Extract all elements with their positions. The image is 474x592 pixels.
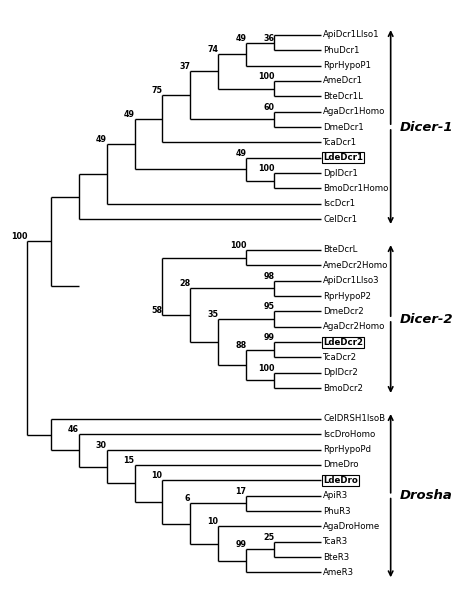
Text: DmeDro: DmeDro <box>323 461 359 469</box>
Text: 10: 10 <box>152 471 163 480</box>
Text: 36: 36 <box>263 34 274 43</box>
Text: PhuDcr1: PhuDcr1 <box>323 46 360 54</box>
Text: BteDcr1L: BteDcr1L <box>323 92 363 101</box>
Text: 6: 6 <box>185 494 191 503</box>
Text: Dicer-2: Dicer-2 <box>400 313 454 326</box>
Text: 74: 74 <box>207 45 219 54</box>
Text: 99: 99 <box>235 540 246 549</box>
Text: 30: 30 <box>96 440 107 449</box>
Text: IscDroHomo: IscDroHomo <box>323 430 375 439</box>
Text: DplDcr2: DplDcr2 <box>323 368 358 377</box>
Text: AmeR3: AmeR3 <box>323 568 354 577</box>
Text: DmeDcr2: DmeDcr2 <box>323 307 364 316</box>
Text: DmeDcr1: DmeDcr1 <box>323 123 364 131</box>
Text: 100: 100 <box>258 72 274 81</box>
Text: BteR3: BteR3 <box>323 552 349 562</box>
Text: 17: 17 <box>235 487 246 496</box>
Text: 100: 100 <box>230 241 246 250</box>
Text: AgaDcr2Homo: AgaDcr2Homo <box>323 322 385 331</box>
Text: ApiDcr1LIso1: ApiDcr1LIso1 <box>323 30 380 40</box>
Text: AgaDcr1Homo: AgaDcr1Homo <box>323 107 385 116</box>
Text: AgaDroHome: AgaDroHome <box>323 522 381 531</box>
Text: 99: 99 <box>263 333 274 342</box>
Text: AmeDcr1: AmeDcr1 <box>323 76 363 85</box>
Text: 88: 88 <box>235 341 246 350</box>
Text: 100: 100 <box>258 364 274 373</box>
Text: RprHypoP2: RprHypoP2 <box>323 291 371 301</box>
Text: 10: 10 <box>207 517 219 526</box>
Text: 100: 100 <box>11 233 27 242</box>
Text: 58: 58 <box>151 306 163 315</box>
Text: RprHypoP1: RprHypoP1 <box>323 61 371 70</box>
Text: LdeDcr2: LdeDcr2 <box>323 337 363 346</box>
Text: BmoDcr1Homo: BmoDcr1Homo <box>323 184 389 193</box>
Text: LdeDro: LdeDro <box>323 476 358 485</box>
Text: 46: 46 <box>68 425 79 435</box>
Text: 60: 60 <box>263 102 274 112</box>
Text: 25: 25 <box>263 533 274 542</box>
Text: CelDcr1: CelDcr1 <box>323 215 357 224</box>
Text: Drosha: Drosha <box>400 489 453 502</box>
Text: 49: 49 <box>235 34 246 43</box>
Text: ApiR3: ApiR3 <box>323 491 348 500</box>
Text: TcaR3: TcaR3 <box>323 538 348 546</box>
Text: TcaDcr1: TcaDcr1 <box>323 138 357 147</box>
Text: BteDcrL: BteDcrL <box>323 246 357 255</box>
Text: IscDcr1: IscDcr1 <box>323 200 356 208</box>
Text: 28: 28 <box>179 279 191 288</box>
Text: 98: 98 <box>263 272 274 281</box>
Text: 49: 49 <box>124 110 135 119</box>
Text: 49: 49 <box>96 135 107 144</box>
Text: 49: 49 <box>235 149 246 157</box>
Text: 100: 100 <box>258 164 274 173</box>
Text: BmoDcr2: BmoDcr2 <box>323 384 363 392</box>
Text: Dicer-1: Dicer-1 <box>400 121 454 134</box>
Text: PhuR3: PhuR3 <box>323 507 351 516</box>
Text: 95: 95 <box>263 303 274 311</box>
Text: 35: 35 <box>207 310 219 319</box>
Text: 75: 75 <box>152 86 163 95</box>
Text: TcaDcr2: TcaDcr2 <box>323 353 357 362</box>
Text: ApiDcr1LIso3: ApiDcr1LIso3 <box>323 276 380 285</box>
Text: AmeDcr2Homo: AmeDcr2Homo <box>323 261 389 270</box>
Text: RprHypoPd: RprHypoPd <box>323 445 371 454</box>
Text: 15: 15 <box>124 456 135 465</box>
Text: LdeDcr1: LdeDcr1 <box>323 153 363 162</box>
Text: 37: 37 <box>180 62 191 72</box>
Text: DplDcr1: DplDcr1 <box>323 169 358 178</box>
Text: CelDRSH1IsoB: CelDRSH1IsoB <box>323 414 385 423</box>
